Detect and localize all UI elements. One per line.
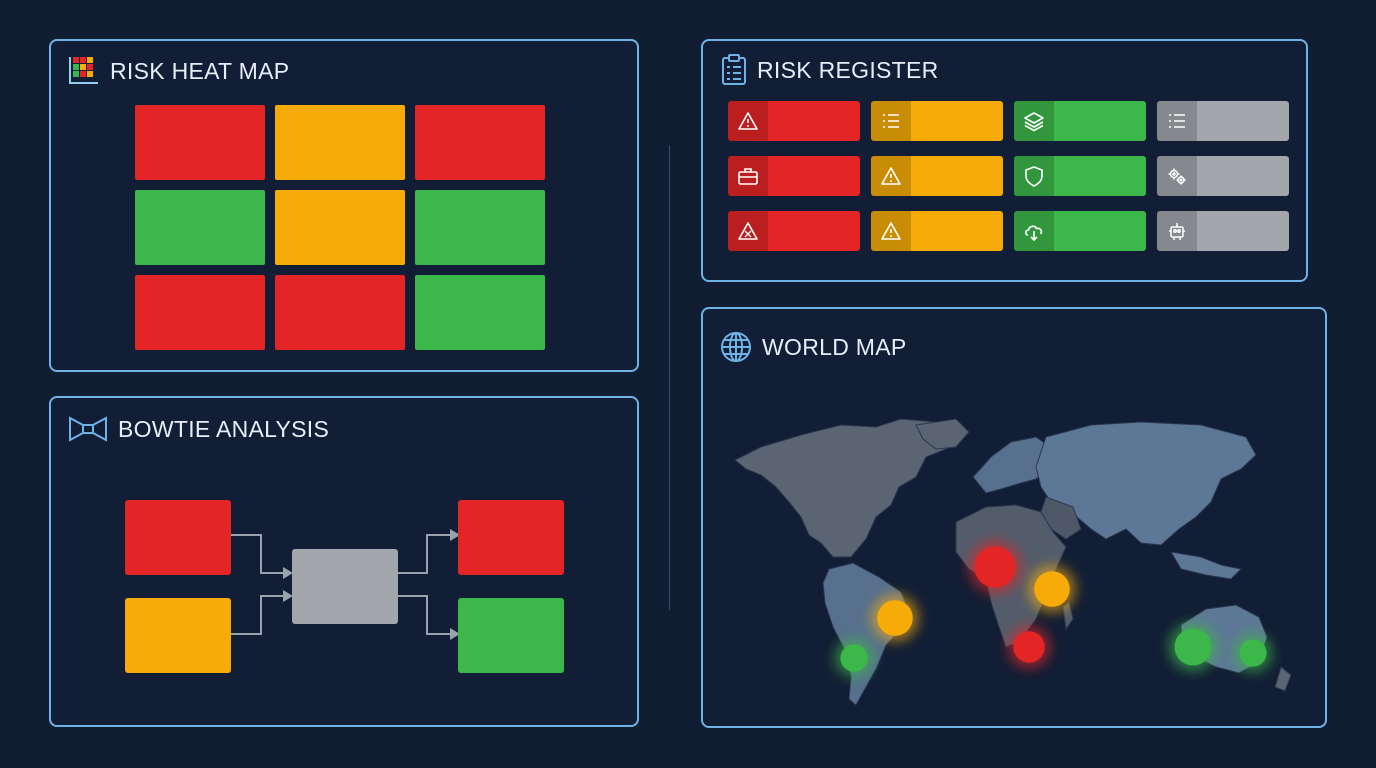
list-icon	[1157, 101, 1197, 141]
heat-map-title: RISK HEAT MAP	[110, 57, 290, 84]
gears-icon	[1157, 156, 1197, 196]
arrowhead	[283, 590, 293, 602]
islands-southeast-asia	[1170, 551, 1243, 580]
globe-icon	[720, 331, 752, 363]
heat-map-cell[interactable]	[135, 275, 265, 350]
risk-register-tile[interactable]	[1157, 156, 1289, 196]
bowtie-connectors	[230, 529, 460, 640]
bowtie-consequence-box[interactable]	[458, 598, 564, 673]
heat-map-cell[interactable]	[275, 105, 405, 180]
heat-map-header: RISK HEAT MAP	[68, 56, 289, 86]
robot-icon	[1157, 211, 1197, 251]
risk-register-tile[interactable]	[871, 101, 1003, 141]
risk-register-tile[interactable]	[1014, 101, 1146, 141]
heat-map-cell[interactable]	[415, 190, 545, 265]
divider	[669, 145, 670, 610]
bowtie-cause-box[interactable]	[125, 598, 231, 673]
continent-greenland	[915, 418, 970, 450]
risk-register-tile[interactable]	[1157, 211, 1289, 251]
risk-register-header: RISK REGISTER	[721, 54, 939, 86]
heat-map-cell[interactable]	[275, 275, 405, 350]
layers-icon	[1014, 101, 1054, 141]
world-map-graphic	[734, 418, 1292, 706]
map-hotspot-east-africa[interactable]	[1028, 565, 1076, 613]
map-hotspot-west-africa[interactable]	[968, 540, 1022, 594]
arrowhead	[283, 567, 293, 579]
world-map-panel: WORLD MAP	[701, 307, 1327, 728]
bowtie-cause-box[interactable]	[125, 500, 231, 575]
bowtie-header: BOWTIE ANALYSIS	[68, 415, 329, 443]
bowtie-event-box[interactable]	[292, 549, 398, 624]
clipboard-icon	[721, 54, 747, 86]
arrowhead	[450, 529, 460, 541]
map-hotspot-southern-africa[interactable]	[1007, 625, 1051, 669]
risk-register-title: RISK REGISTER	[757, 56, 939, 83]
bowtie-icon	[68, 415, 108, 443]
heat-map-cell[interactable]	[135, 190, 265, 265]
heat-map-cell[interactable]	[415, 105, 545, 180]
map-hotspot-western-australia[interactable]	[1168, 622, 1218, 672]
heat-map-cell[interactable]	[415, 275, 545, 350]
shield-icon	[1014, 156, 1054, 196]
warning-tools-icon	[728, 211, 768, 251]
cloud-icon	[1014, 211, 1054, 251]
risk-register-tile[interactable]	[1014, 156, 1146, 196]
continent-north-america	[734, 418, 964, 558]
risk-register-tile[interactable]	[728, 211, 860, 251]
risk-register-tile[interactable]	[728, 156, 860, 196]
briefcase-icon	[728, 156, 768, 196]
world-map-header: WORLD MAP	[720, 331, 907, 363]
map-hotspot-eastern-australia[interactable]	[1233, 633, 1273, 673]
world-map-title: WORLD MAP	[762, 333, 907, 360]
bowtie-consequence-box[interactable]	[458, 500, 564, 575]
connector-cause-1	[230, 534, 285, 574]
map-hotspot-brazil[interactable]	[871, 594, 919, 642]
connector-consequence-1	[396, 534, 452, 574]
bowtie-title: BOWTIE ANALYSIS	[118, 415, 330, 442]
warning-icon	[871, 211, 911, 251]
hotspot-layer	[834, 540, 1273, 678]
arrowhead	[450, 628, 460, 640]
list-icon	[871, 101, 911, 141]
warning-icon	[871, 156, 911, 196]
connector-cause-2	[230, 595, 285, 635]
warning-icon	[728, 101, 768, 141]
bowtie-panel: BOWTIE ANALYSIS	[49, 396, 639, 727]
heat-map-cell[interactable]	[135, 105, 265, 180]
risk-register-tile[interactable]	[728, 101, 860, 141]
risk-register-tile[interactable]	[1014, 211, 1146, 251]
risk-register-tile[interactable]	[871, 156, 1003, 196]
island-new-zealand	[1274, 666, 1292, 692]
risk-register-panel: RISK REGISTER	[701, 39, 1308, 282]
map-hotspot-argentina[interactable]	[834, 638, 874, 678]
heat-map-panel: RISK HEAT MAP	[49, 39, 639, 372]
connector-consequence-2	[396, 595, 452, 635]
heat-map-cell[interactable]	[275, 190, 405, 265]
risk-register-tile[interactable]	[871, 211, 1003, 251]
grid-chart-icon	[68, 56, 100, 86]
risk-register-tile[interactable]	[1157, 101, 1289, 141]
